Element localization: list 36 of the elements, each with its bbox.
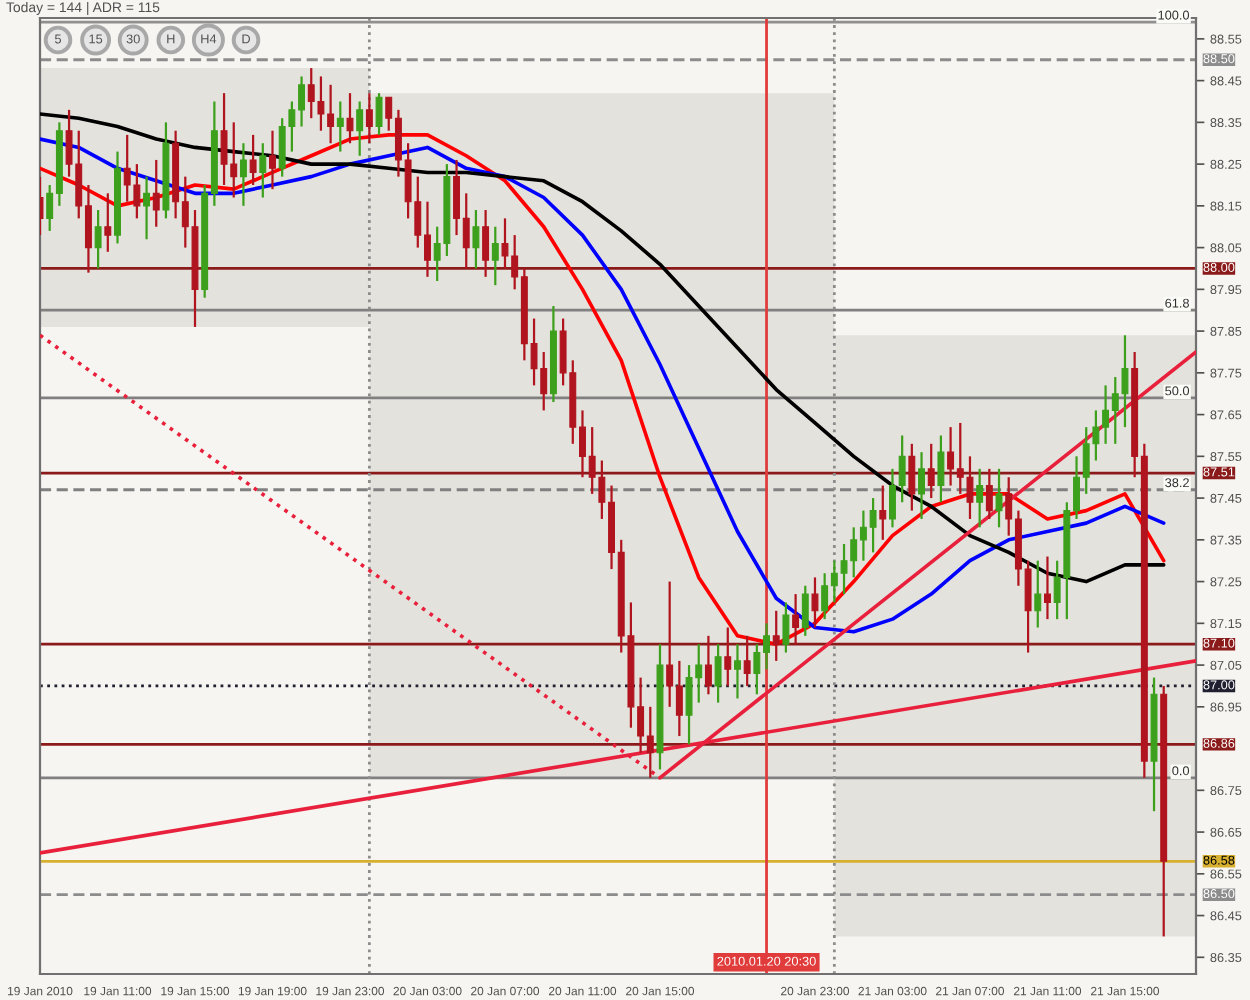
candlestick — [269, 129, 276, 191]
candlestick — [259, 142, 267, 199]
candlestick — [1044, 555, 1051, 621]
candlestick — [995, 467, 1003, 529]
candlestick — [356, 100, 364, 157]
candlestick — [792, 592, 800, 646]
candlestick — [375, 92, 383, 136]
candlestick — [239, 142, 247, 207]
candlestick — [704, 634, 712, 696]
candlestick — [365, 92, 373, 145]
candlestick — [927, 442, 935, 500]
candlestick — [482, 208, 490, 278]
candlestick — [472, 208, 480, 270]
candlestick — [985, 467, 993, 521]
candlestick — [879, 484, 887, 541]
candlestick — [94, 208, 102, 270]
candlestick — [976, 467, 984, 529]
candlestick — [801, 584, 809, 637]
candlestick — [908, 442, 916, 512]
candlestick — [104, 192, 112, 253]
candlestick — [1034, 559, 1042, 629]
candlestick — [714, 643, 722, 704]
candlestick — [143, 175, 151, 241]
candlestick — [743, 634, 751, 688]
candlestick — [724, 626, 732, 688]
candlestick — [491, 225, 499, 287]
candlestick — [734, 643, 741, 700]
candlestick — [346, 92, 354, 145]
candlestick — [152, 158, 160, 228]
candlestick — [249, 133, 257, 187]
candlestick — [336, 100, 344, 153]
candlestick — [918, 451, 925, 521]
candlestick — [811, 576, 819, 629]
candlestick — [772, 609, 780, 663]
candlestick — [937, 434, 945, 504]
candlestick — [782, 601, 790, 654]
